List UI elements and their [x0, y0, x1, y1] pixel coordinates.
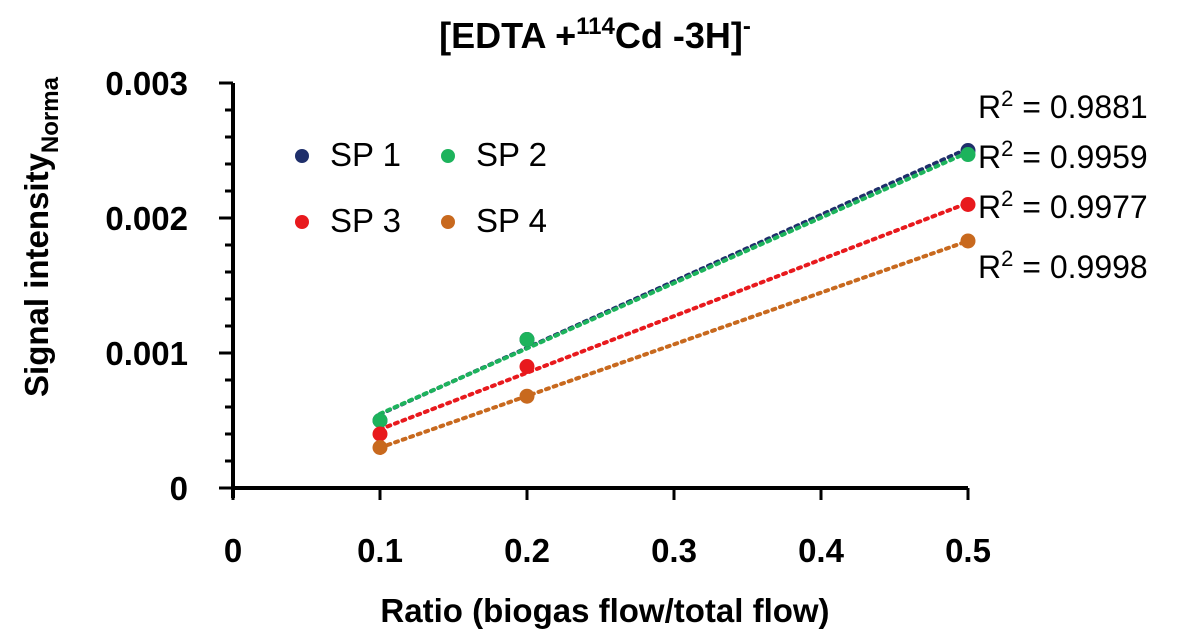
- data-points: [372, 143, 976, 455]
- point-sp-3: [960, 197, 976, 212]
- point-sp-4: [372, 440, 388, 455]
- x-tick-label: 0.2: [504, 532, 550, 569]
- point-sp-4: [519, 388, 535, 404]
- x-tick-label: 0.4: [798, 532, 845, 569]
- axes: [219, 81, 970, 500]
- legend: SP 1 SP 2 SP 3 SP 4: [295, 136, 547, 239]
- x-axis-title: Ratio (biogas flow/total flow): [380, 592, 829, 629]
- r-squared-label: R2 = 0.9959: [978, 136, 1148, 175]
- trendline-sp-3: [378, 200, 970, 432]
- r-squared-labels: R2 = 0.9881 R2 = 0.9959 R2 = 0.9977 R2 = 0.…: [978, 86, 1148, 285]
- legend-marker: [295, 215, 309, 229]
- x-tick-label: 0.5: [945, 532, 991, 569]
- r-squared-label: R2 = 0.9881: [978, 86, 1148, 125]
- x-tick-label: 0.1: [357, 532, 403, 569]
- legend-marker: [441, 149, 455, 163]
- x-tick-label: 0: [224, 532, 242, 569]
- point-sp-2: [519, 332, 535, 347]
- point-sp-3: [519, 359, 535, 374]
- trendline-sp-2: [378, 150, 970, 416]
- legend-label: SP 1: [330, 136, 401, 173]
- legend-marker: [441, 215, 455, 229]
- y-tick-labels: 0 0.001 0.002 0.003: [105, 65, 188, 507]
- r-squared-label: R2 = 0.9998: [978, 246, 1148, 285]
- point-sp-3: [372, 426, 388, 442]
- legend-label: SP 3: [330, 202, 401, 239]
- point-sp-2: [960, 147, 976, 163]
- x-tick-label: 0.3: [651, 532, 697, 569]
- y-tick-label: 0.001: [105, 335, 188, 372]
- point-sp-4: [960, 233, 976, 249]
- legend-label: SP 2: [476, 136, 547, 173]
- y-tick-label: 0.002: [105, 200, 188, 237]
- point-sp-2: [372, 413, 388, 428]
- y-tick-label: 0: [170, 470, 188, 507]
- y-axis-title: Signal intensityNorma: [18, 76, 64, 397]
- legend-marker: [295, 149, 309, 163]
- y-tick-label: 0.003: [105, 65, 188, 102]
- x-tick-labels: 0 0.1 0.2 0.3 0.4 0.5: [224, 532, 991, 569]
- trendlines: [378, 146, 970, 450]
- r-squared-label: R2 = 0.9977: [978, 186, 1148, 225]
- legend-label: SP 4: [476, 202, 547, 239]
- trendline-sp-4: [378, 239, 970, 450]
- chart-title: [EDTA +114Cd -3H]-: [439, 13, 751, 56]
